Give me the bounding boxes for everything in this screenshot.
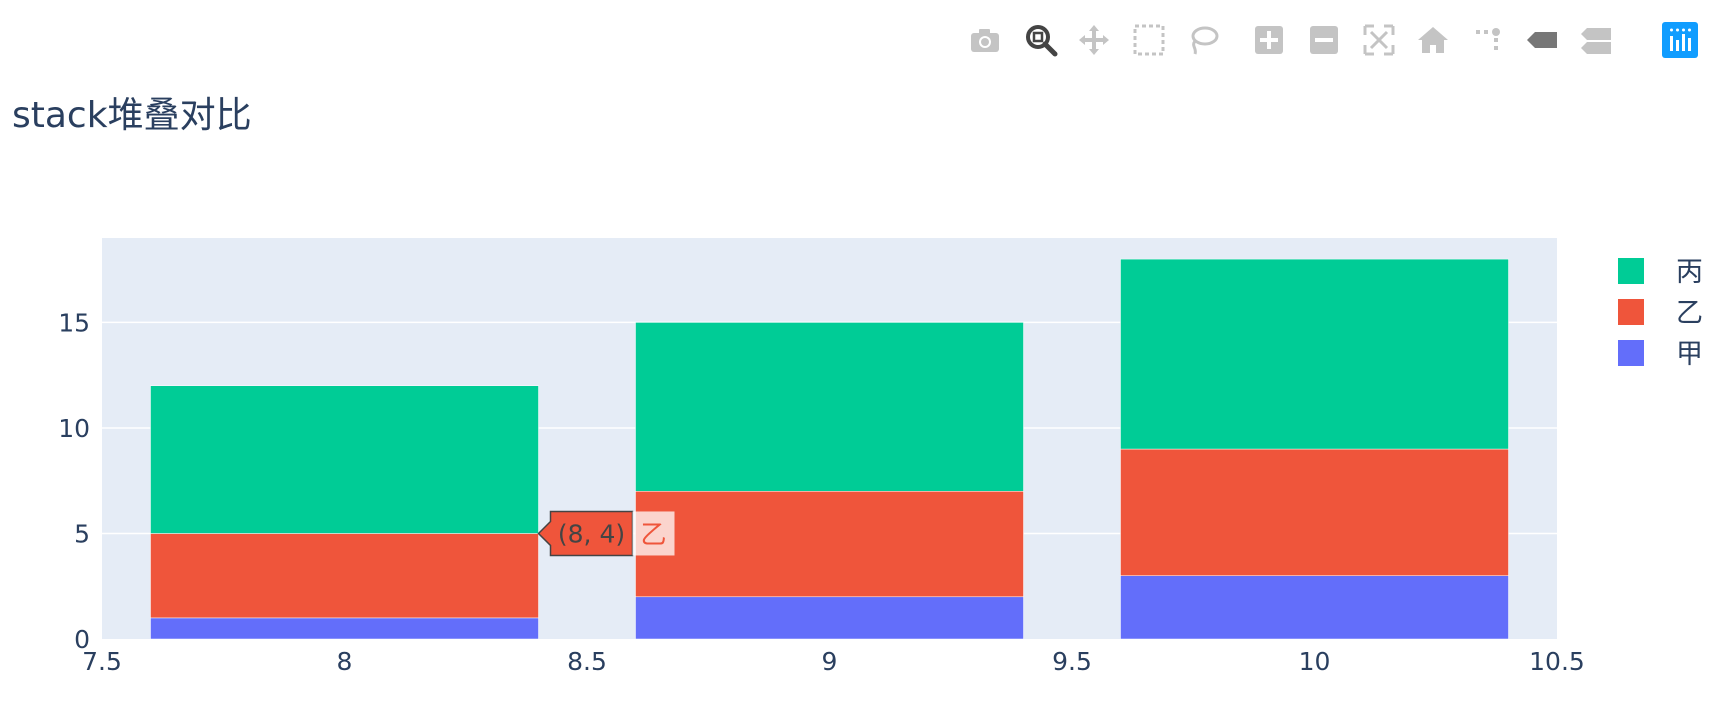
spike-lines-button[interactable] <box>1468 18 1508 62</box>
chart-title: stack堆叠对比 <box>12 95 252 136</box>
zoom-out-button[interactable] <box>1304 18 1344 62</box>
camera-button[interactable] <box>965 18 1005 62</box>
x-tick-label: 8.5 <box>567 647 607 676</box>
lasso-select-button[interactable] <box>1183 18 1223 62</box>
legend-label-丙[interactable]: 丙 <box>1676 257 1703 288</box>
hover-closest-button[interactable] <box>1522 18 1562 62</box>
bar-甲-10[interactable] <box>1120 575 1509 640</box>
bar-乙-8[interactable] <box>150 533 539 619</box>
legend-swatch-丙[interactable] <box>1618 258 1644 284</box>
y-tick-label: 15 <box>58 308 90 337</box>
x-tick-label: 7.5 <box>82 647 122 676</box>
plotly-logo-button[interactable] <box>1660 18 1700 62</box>
hover-series-name: 乙 <box>640 520 666 550</box>
zoom-in-icon <box>1255 26 1283 54</box>
lasso-select-icon <box>1191 26 1219 55</box>
bar-甲-8[interactable] <box>150 617 539 640</box>
legend-swatch-乙[interactable] <box>1618 299 1644 325</box>
hover-compare-button[interactable] <box>1576 18 1616 62</box>
autoscale-icon <box>1363 24 1395 56</box>
x-tick-label: 8 <box>337 647 353 676</box>
bar-丙-10[interactable] <box>1120 258 1509 450</box>
pan-button[interactable] <box>1074 18 1114 62</box>
bar-乙-10[interactable] <box>1120 448 1509 576</box>
x-tick-label: 9.5 <box>1052 647 1092 676</box>
bar-丙-8[interactable] <box>150 385 539 534</box>
legend-swatch-甲[interactable] <box>1618 340 1644 366</box>
bar-乙-9[interactable] <box>635 491 1024 598</box>
reset-axes-button[interactable] <box>1413 18 1453 62</box>
box-select-icon <box>1133 24 1165 56</box>
box-select-button[interactable] <box>1129 18 1169 62</box>
camera-icon <box>971 29 999 52</box>
hover-compare-icon <box>1581 28 1611 54</box>
reset-axes-icon <box>1418 27 1448 53</box>
y-tick-label: 0 <box>74 625 90 654</box>
autoscale-button[interactable] <box>1359 18 1399 62</box>
x-tick-label: 10.5 <box>1529 647 1585 676</box>
y-tick-label: 5 <box>74 519 90 548</box>
pan-icon <box>1079 25 1109 55</box>
zoom-icon <box>1026 25 1058 57</box>
zoom-in-button[interactable] <box>1249 18 1289 62</box>
bar-甲-9[interactable] <box>635 596 1024 640</box>
x-tick-label: 9 <box>822 647 838 676</box>
legend-label-乙[interactable]: 乙 <box>1676 298 1703 329</box>
modebar <box>955 18 1735 62</box>
spike-lines-icon <box>1476 28 1500 50</box>
y-tick-label: 10 <box>58 414 90 443</box>
hover-closest-icon <box>1527 32 1557 48</box>
hover-name-box <box>632 511 675 556</box>
hover-label-text: (8, 4) <box>558 519 625 548</box>
zoom-button[interactable] <box>1021 18 1061 62</box>
x-tick-label: 10 <box>1299 647 1331 676</box>
bar-丙-9[interactable] <box>635 322 1024 492</box>
zoom-out-icon <box>1310 26 1338 54</box>
legend-label-甲[interactable]: 甲 <box>1676 339 1703 370</box>
plotly-logo-icon <box>1662 22 1698 58</box>
